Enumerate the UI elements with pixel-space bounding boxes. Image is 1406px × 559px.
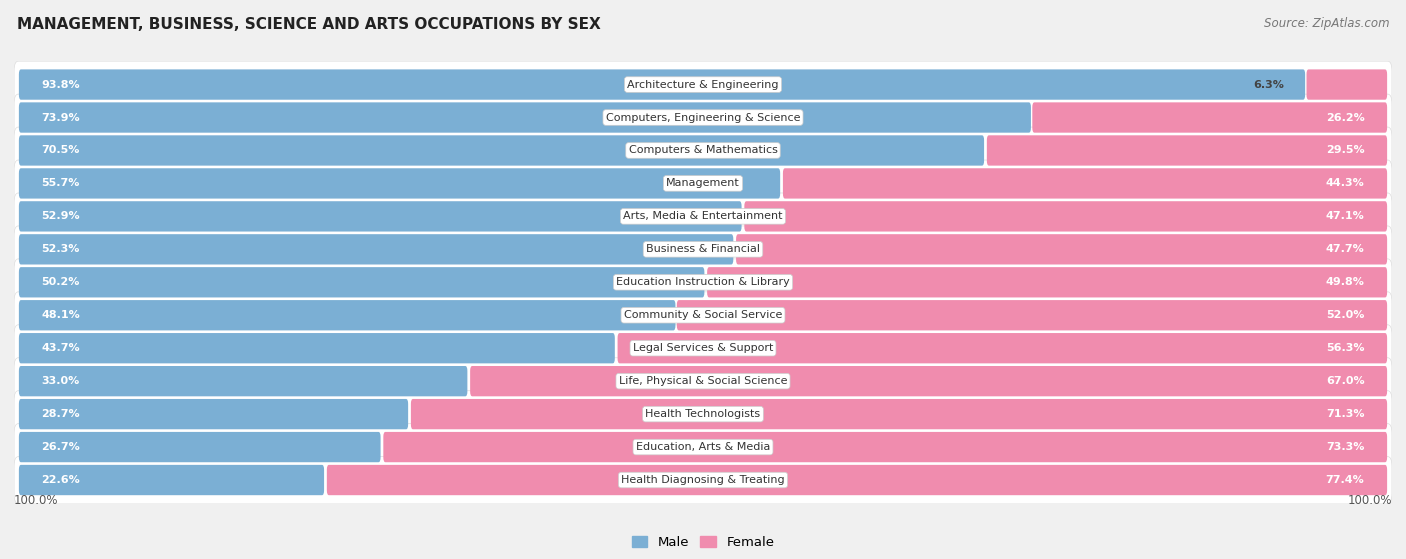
- FancyBboxPatch shape: [737, 234, 1388, 264]
- Text: 48.1%: 48.1%: [42, 310, 80, 320]
- FancyBboxPatch shape: [676, 300, 1388, 330]
- FancyBboxPatch shape: [707, 267, 1388, 297]
- Text: Health Diagnosing & Treating: Health Diagnosing & Treating: [621, 475, 785, 485]
- FancyBboxPatch shape: [18, 366, 467, 396]
- FancyBboxPatch shape: [18, 234, 734, 264]
- Text: 73.3%: 73.3%: [1326, 442, 1364, 452]
- Text: Source: ZipAtlas.com: Source: ZipAtlas.com: [1264, 17, 1389, 30]
- FancyBboxPatch shape: [987, 135, 1388, 165]
- FancyBboxPatch shape: [14, 325, 1392, 372]
- FancyBboxPatch shape: [18, 168, 780, 198]
- Text: Computers & Mathematics: Computers & Mathematics: [628, 145, 778, 155]
- Text: Arts, Media & Entertainment: Arts, Media & Entertainment: [623, 211, 783, 221]
- FancyBboxPatch shape: [18, 102, 1031, 132]
- Text: 6.3%: 6.3%: [1254, 79, 1285, 89]
- FancyBboxPatch shape: [326, 465, 1388, 495]
- Legend: Male, Female: Male, Female: [626, 530, 780, 554]
- FancyBboxPatch shape: [14, 358, 1392, 405]
- FancyBboxPatch shape: [18, 300, 675, 330]
- FancyBboxPatch shape: [14, 259, 1392, 306]
- FancyBboxPatch shape: [14, 391, 1392, 438]
- Text: Architecture & Engineering: Architecture & Engineering: [627, 79, 779, 89]
- Text: 44.3%: 44.3%: [1326, 178, 1364, 188]
- Text: 70.5%: 70.5%: [42, 145, 80, 155]
- FancyBboxPatch shape: [744, 201, 1388, 231]
- FancyBboxPatch shape: [14, 160, 1392, 207]
- Text: Life, Physical & Social Science: Life, Physical & Social Science: [619, 376, 787, 386]
- Text: 56.3%: 56.3%: [1326, 343, 1364, 353]
- Text: Legal Services & Support: Legal Services & Support: [633, 343, 773, 353]
- FancyBboxPatch shape: [14, 292, 1392, 339]
- FancyBboxPatch shape: [14, 94, 1392, 141]
- Text: 29.5%: 29.5%: [1326, 145, 1364, 155]
- Text: 73.9%: 73.9%: [42, 112, 80, 122]
- FancyBboxPatch shape: [470, 366, 1388, 396]
- Text: 28.7%: 28.7%: [42, 409, 80, 419]
- FancyBboxPatch shape: [14, 457, 1392, 504]
- FancyBboxPatch shape: [14, 226, 1392, 273]
- FancyBboxPatch shape: [18, 465, 325, 495]
- FancyBboxPatch shape: [18, 432, 381, 462]
- Text: 67.0%: 67.0%: [1326, 376, 1364, 386]
- Text: 52.9%: 52.9%: [42, 211, 80, 221]
- Text: 33.0%: 33.0%: [42, 376, 80, 386]
- Text: 26.2%: 26.2%: [1326, 112, 1364, 122]
- FancyBboxPatch shape: [617, 333, 1388, 363]
- FancyBboxPatch shape: [18, 399, 408, 429]
- Text: Education, Arts & Media: Education, Arts & Media: [636, 442, 770, 452]
- Text: 52.3%: 52.3%: [42, 244, 80, 254]
- FancyBboxPatch shape: [384, 432, 1388, 462]
- Text: 71.3%: 71.3%: [1326, 409, 1364, 419]
- Text: Health Technologists: Health Technologists: [645, 409, 761, 419]
- Text: MANAGEMENT, BUSINESS, SCIENCE AND ARTS OCCUPATIONS BY SEX: MANAGEMENT, BUSINESS, SCIENCE AND ARTS O…: [17, 17, 600, 32]
- Text: 100.0%: 100.0%: [14, 494, 59, 507]
- Text: 50.2%: 50.2%: [42, 277, 80, 287]
- FancyBboxPatch shape: [18, 69, 1305, 100]
- Text: 52.0%: 52.0%: [1326, 310, 1364, 320]
- FancyBboxPatch shape: [1032, 102, 1388, 132]
- Text: 77.4%: 77.4%: [1326, 475, 1364, 485]
- Text: Computers, Engineering & Science: Computers, Engineering & Science: [606, 112, 800, 122]
- Text: 22.6%: 22.6%: [42, 475, 80, 485]
- Text: 43.7%: 43.7%: [42, 343, 80, 353]
- FancyBboxPatch shape: [1306, 69, 1388, 100]
- Text: Business & Financial: Business & Financial: [645, 244, 761, 254]
- FancyBboxPatch shape: [783, 168, 1388, 198]
- Text: 49.8%: 49.8%: [1326, 277, 1364, 287]
- FancyBboxPatch shape: [18, 135, 984, 165]
- Text: 26.7%: 26.7%: [42, 442, 80, 452]
- FancyBboxPatch shape: [18, 267, 704, 297]
- Text: 47.7%: 47.7%: [1326, 244, 1364, 254]
- Text: 93.8%: 93.8%: [42, 79, 80, 89]
- FancyBboxPatch shape: [411, 399, 1388, 429]
- Text: Management: Management: [666, 178, 740, 188]
- Text: Community & Social Service: Community & Social Service: [624, 310, 782, 320]
- FancyBboxPatch shape: [14, 127, 1392, 174]
- FancyBboxPatch shape: [14, 61, 1392, 108]
- FancyBboxPatch shape: [18, 201, 741, 231]
- FancyBboxPatch shape: [18, 333, 614, 363]
- FancyBboxPatch shape: [14, 193, 1392, 240]
- FancyBboxPatch shape: [14, 424, 1392, 471]
- Text: 100.0%: 100.0%: [1347, 494, 1392, 507]
- Text: Education Instruction & Library: Education Instruction & Library: [616, 277, 790, 287]
- Text: 55.7%: 55.7%: [42, 178, 80, 188]
- Text: 47.1%: 47.1%: [1326, 211, 1364, 221]
